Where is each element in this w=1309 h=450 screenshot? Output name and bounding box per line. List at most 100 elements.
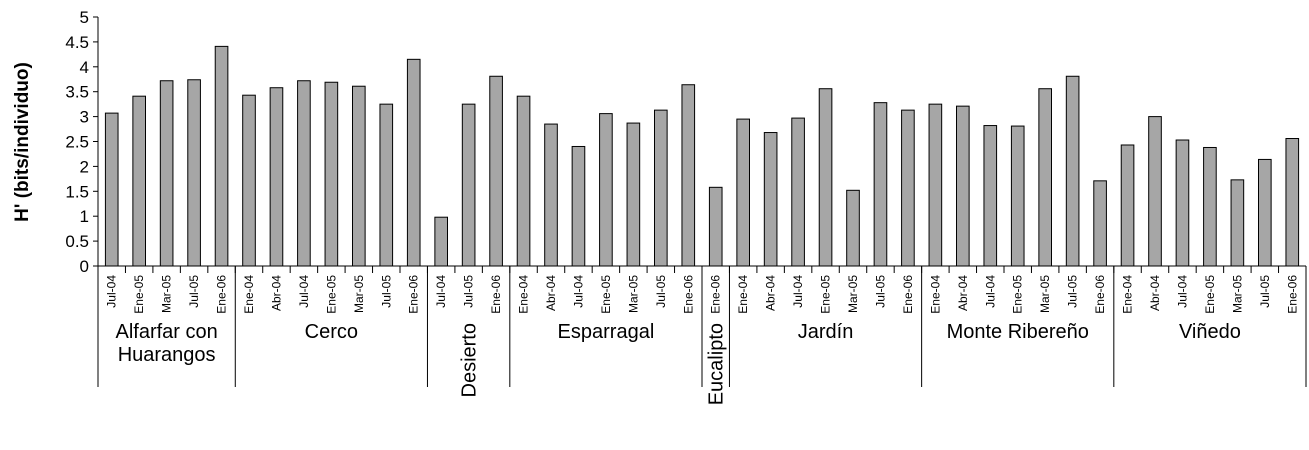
category-label: Ene-06 <box>681 275 695 314</box>
category-label: Jul-04 <box>1175 275 1189 308</box>
bar <box>956 105 970 267</box>
plot-area: 0 0.5 1 1.5 2 2.5 3 3.5 4 4.5 5 Jul-04 Ene-05 Mar-05 J… <box>65 8 1307 405</box>
category-label: Jul-04 <box>571 275 585 308</box>
category-label: Ene-05 <box>599 275 613 314</box>
y-axis-label: H' (bits/individuo) <box>12 62 33 222</box>
category-label: Jul-05 <box>187 275 201 308</box>
bar <box>269 87 284 267</box>
bar <box>1093 180 1107 267</box>
category-label: Ene-05 <box>1203 275 1217 314</box>
bar <box>736 118 750 267</box>
y-tick-label: 3.5 <box>65 83 89 102</box>
y-tick-label: 4 <box>80 58 89 77</box>
bar <box>1258 158 1272 267</box>
bar <box>1038 88 1052 267</box>
category-label: Ene-06 <box>901 275 915 314</box>
category-label: Ene-06 <box>1093 275 1107 314</box>
category-label: Mar-05 <box>352 275 366 313</box>
category-label: Jul-04 <box>105 275 119 308</box>
category-label: Jul-05 <box>462 275 476 308</box>
category-label: Ene-04 <box>1121 275 1135 314</box>
category-label: Jul-05 <box>379 275 393 308</box>
bar <box>818 88 833 267</box>
y-tick-label: 0.5 <box>65 232 89 251</box>
category-label: Ene-04 <box>517 275 531 314</box>
category-label: Ene-05 <box>132 275 146 314</box>
category-label: Abr-04 <box>956 275 970 311</box>
group-label: Monte Ribereño <box>947 321 1089 343</box>
category-label: Jul-05 <box>873 275 887 308</box>
bar <box>1065 75 1080 267</box>
category-label: Ene-06 <box>1285 275 1299 314</box>
category-label: Ene-05 <box>324 275 338 314</box>
bar <box>1230 179 1245 267</box>
bar <box>104 112 119 267</box>
bar <box>928 103 943 267</box>
group-label: Esparragal <box>558 321 655 343</box>
bar <box>873 102 888 267</box>
group-label: Jardín <box>798 321 854 343</box>
category-label: Mar-05 <box>626 275 640 313</box>
bar <box>379 103 394 267</box>
y-tick-label: 5 <box>80 8 89 27</box>
category-label: Jul-04 <box>297 275 311 308</box>
bar <box>983 125 998 267</box>
bar <box>187 79 201 267</box>
category-label: Ene-04 <box>242 275 256 314</box>
bar <box>1175 139 1190 267</box>
bar <box>214 45 229 267</box>
y-tick-label: 0 <box>80 257 89 276</box>
category-label: Mar-05 <box>846 275 860 313</box>
category-label: Jul-05 <box>1066 275 1080 308</box>
bar <box>901 109 915 267</box>
bar <box>1148 116 1162 267</box>
y-tick-label: 2.5 <box>65 133 89 152</box>
bar <box>516 95 531 267</box>
bar <box>1203 146 1217 267</box>
bar <box>461 103 476 267</box>
bar <box>159 80 174 267</box>
y-tick-label: 3 <box>80 108 89 127</box>
y-tick-label: 4.5 <box>65 33 89 52</box>
category-label: Ene-06 <box>489 275 503 314</box>
category-label: Abr-04 <box>1148 275 1162 311</box>
category-label: Jul-05 <box>654 275 668 308</box>
bar <box>1010 125 1025 267</box>
bar <box>599 113 613 267</box>
bar <box>489 75 503 267</box>
category-label: Ene-05 <box>1011 275 1025 314</box>
category-label: Mar-05 <box>160 275 174 313</box>
category-label: Jul-04 <box>791 275 805 308</box>
bar <box>434 216 448 267</box>
bar <box>708 186 723 267</box>
bar <box>132 95 146 267</box>
category-label: Jul-04 <box>434 275 448 308</box>
category-label: Ene-06 <box>407 275 421 314</box>
category-label: Jul-05 <box>1258 275 1272 308</box>
group-label: Desierto <box>459 323 481 397</box>
category-label: Ene-04 <box>928 275 942 314</box>
bar <box>406 58 421 267</box>
y-tick-label: 1 <box>80 207 89 226</box>
category-label: Ene-06 <box>709 275 723 314</box>
group-label: Viñedo <box>1179 321 1241 343</box>
category-label: Jul-04 <box>983 275 997 308</box>
category-label: Abr-04 <box>764 275 778 311</box>
bar <box>763 132 778 267</box>
bar <box>324 81 339 267</box>
category-label: Ene-04 <box>736 275 750 314</box>
y-tick-label: 2 <box>80 157 89 176</box>
bar <box>681 84 696 267</box>
bar <box>654 109 668 267</box>
group-label: Eucalipto <box>706 323 728 405</box>
bar <box>571 145 586 267</box>
y-tick-label: 1.5 <box>65 182 89 201</box>
bar <box>626 122 641 267</box>
category-label: Mar-05 <box>1230 275 1244 313</box>
group-label: Huarangos <box>118 344 216 366</box>
category-label: Abr-04 <box>544 275 558 311</box>
bar <box>1120 144 1135 267</box>
bar <box>846 189 860 267</box>
group-label: Alfarfar con <box>116 321 218 343</box>
